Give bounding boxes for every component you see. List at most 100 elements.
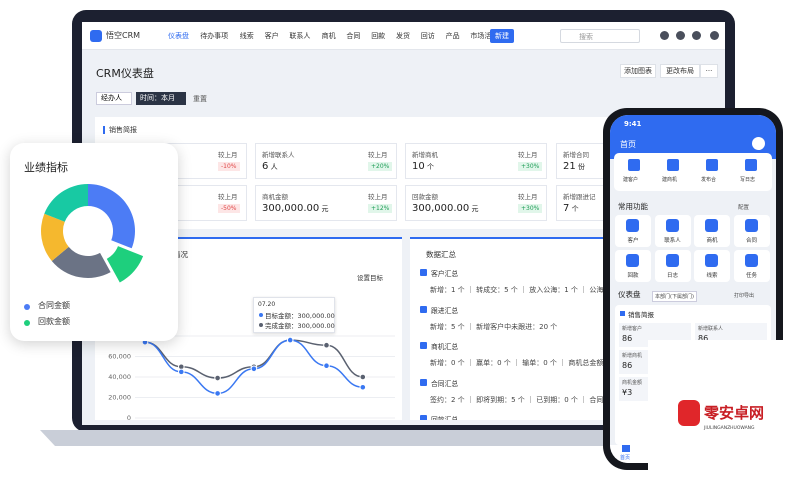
shortcut-icon[interactable] bbox=[667, 159, 679, 171]
nav-item[interactable]: 回访 bbox=[420, 32, 435, 40]
scope[interactable]: 本部门(下属部门) bbox=[652, 291, 697, 302]
metric-card: 业绩指标合同金额回款金额 bbox=[10, 143, 178, 341]
card-unit: 个 bbox=[569, 205, 579, 213]
y-tick-label: 40,000 bbox=[108, 373, 131, 381]
shortcut-label[interactable]: 建商机 bbox=[662, 177, 678, 183]
brief-title: 销售简报 bbox=[109, 126, 137, 134]
grid-tile[interactable]: 合同 bbox=[733, 215, 770, 247]
brief-card: 新增联系人 6 人 较上月 +20% bbox=[255, 143, 397, 179]
grid-tile[interactable]: 商机 bbox=[694, 215, 730, 247]
legend-label: 回款金额 bbox=[38, 317, 70, 326]
metric-title: 业绩指标 bbox=[24, 161, 68, 174]
header-button[interactable]: 更改布局 bbox=[660, 64, 700, 78]
grid-icon bbox=[744, 219, 758, 232]
shortcut-icon[interactable] bbox=[745, 159, 757, 171]
nav-item[interactable]: 客户 bbox=[264, 32, 279, 40]
laptop-base bbox=[40, 430, 767, 446]
phone-card-label: 新增商机 bbox=[622, 353, 643, 359]
card-compare: 较上月 bbox=[518, 193, 538, 201]
legend-dot bbox=[24, 320, 30, 326]
grid-label: 回款 bbox=[627, 273, 639, 279]
card-change: +20% bbox=[368, 162, 393, 171]
card-value: 300,000.00 元 bbox=[412, 203, 479, 214]
nav-item[interactable]: 合同 bbox=[346, 32, 361, 40]
nav-icon[interactable] bbox=[676, 31, 685, 40]
shortcut-icon[interactable] bbox=[706, 159, 718, 171]
config[interactable]: 配置 bbox=[738, 205, 750, 211]
set-target[interactable]: 设置目标 bbox=[357, 274, 383, 282]
grid-tile[interactable]: 日志 bbox=[654, 250, 691, 282]
nav-item[interactable]: 联系人 bbox=[289, 32, 311, 40]
filter-reset[interactable]: 重置 bbox=[193, 95, 207, 103]
search-box[interactable]: 搜索 bbox=[560, 29, 640, 43]
nav-item[interactable]: 市场活动 bbox=[470, 32, 499, 40]
card-unit: 份 bbox=[575, 163, 585, 171]
trend-line bbox=[144, 339, 363, 379]
grid-label: 商机 bbox=[706, 238, 718, 244]
grid-icon bbox=[626, 219, 639, 232]
card-label: 新增跟进记 bbox=[563, 193, 596, 201]
phone-brief-title: 销售简报 bbox=[628, 311, 654, 319]
nav-icon[interactable] bbox=[692, 31, 701, 40]
dashboard-title: 仪表盘 bbox=[618, 290, 641, 299]
donut-segment bbox=[106, 246, 144, 283]
card-value: 300,000.00 元 bbox=[262, 203, 329, 214]
filter[interactable]: 经办人 bbox=[96, 92, 132, 105]
nav-item[interactable]: 仪表盘 bbox=[168, 32, 189, 40]
legend-label: 合同金额 bbox=[38, 301, 70, 310]
grid-label: 日志 bbox=[666, 273, 678, 279]
section-title: 客户汇总 bbox=[431, 270, 459, 278]
shortcut-label[interactable]: 建客户 bbox=[623, 177, 639, 183]
grid-tile[interactable]: 客户 bbox=[615, 215, 651, 247]
nav-item[interactable]: 产品 bbox=[445, 32, 460, 40]
nav-item[interactable]: 待办事项 bbox=[200, 32, 229, 40]
phone-card-label: 新增客户 bbox=[622, 326, 643, 332]
donut-segment bbox=[51, 246, 111, 278]
tooltip-dot bbox=[259, 323, 263, 327]
shortcut-panel: 建客户 建商机 发布合 写日志 bbox=[614, 153, 772, 191]
card-change: -50% bbox=[218, 204, 240, 213]
grid-icon bbox=[665, 254, 679, 267]
export[interactable]: 打印导出 bbox=[734, 293, 755, 299]
header-button[interactable]: 添加图表 bbox=[620, 64, 656, 78]
card-unit: 人 bbox=[268, 163, 278, 171]
nav-item[interactable]: 回款 bbox=[371, 32, 386, 40]
brief-card: 回款金额 300,000.00 元 较上月 +30% bbox=[405, 185, 547, 221]
legend-dot bbox=[24, 304, 30, 310]
shortcut-icon[interactable] bbox=[628, 159, 640, 171]
trend-point bbox=[323, 362, 330, 370]
card-compare: 较上月 bbox=[368, 193, 388, 201]
card-change: +30% bbox=[518, 204, 543, 213]
shortcut-label[interactable]: 发布合 bbox=[701, 177, 717, 183]
nav-bar: 悟空CRM 仪表盘 待办事项 线索 客户 联系人 商机 合同 回款 发货 回访 产品 市场活动 新建 搜索 bbox=[82, 22, 725, 50]
header-button[interactable]: ··· bbox=[700, 64, 718, 78]
brief-icon bbox=[620, 311, 625, 316]
nav-item[interactable]: 商机 bbox=[321, 32, 336, 40]
nav-icon[interactable] bbox=[710, 31, 719, 40]
nav-item[interactable]: 发货 bbox=[396, 32, 410, 40]
nav-item[interactable]: 线索 bbox=[239, 32, 254, 40]
grid-tile[interactable]: 任务 bbox=[733, 250, 770, 282]
common-title: 常用功能 bbox=[618, 202, 648, 211]
filter[interactable]: 时间：本月 bbox=[136, 92, 186, 105]
trend-point bbox=[359, 373, 367, 381]
card-label: 回款金额 bbox=[412, 193, 438, 201]
new-button[interactable]: 新建 bbox=[490, 29, 514, 43]
donut-segment bbox=[41, 213, 69, 261]
phone-avatar bbox=[752, 137, 765, 150]
tab-label[interactable]: 首页 bbox=[620, 455, 631, 461]
card-label: 新增合同 bbox=[563, 151, 589, 159]
brief-card: 新增商机 10 个 较上月 +30% bbox=[405, 143, 547, 179]
phone-card-value: 86 bbox=[622, 361, 633, 370]
grid-icon bbox=[665, 219, 679, 232]
card-compare: 较上月 bbox=[218, 193, 238, 201]
grid-tile[interactable]: 联系人 bbox=[654, 215, 691, 247]
shortcut-label[interactable]: 写日志 bbox=[740, 177, 756, 183]
tooltip-line: 目标金额：300,000.00 bbox=[265, 312, 335, 320]
nav-icon[interactable] bbox=[660, 31, 669, 40]
grid-tile[interactable]: 线索 bbox=[694, 250, 730, 282]
grid-tile[interactable]: 回款 bbox=[615, 250, 651, 282]
